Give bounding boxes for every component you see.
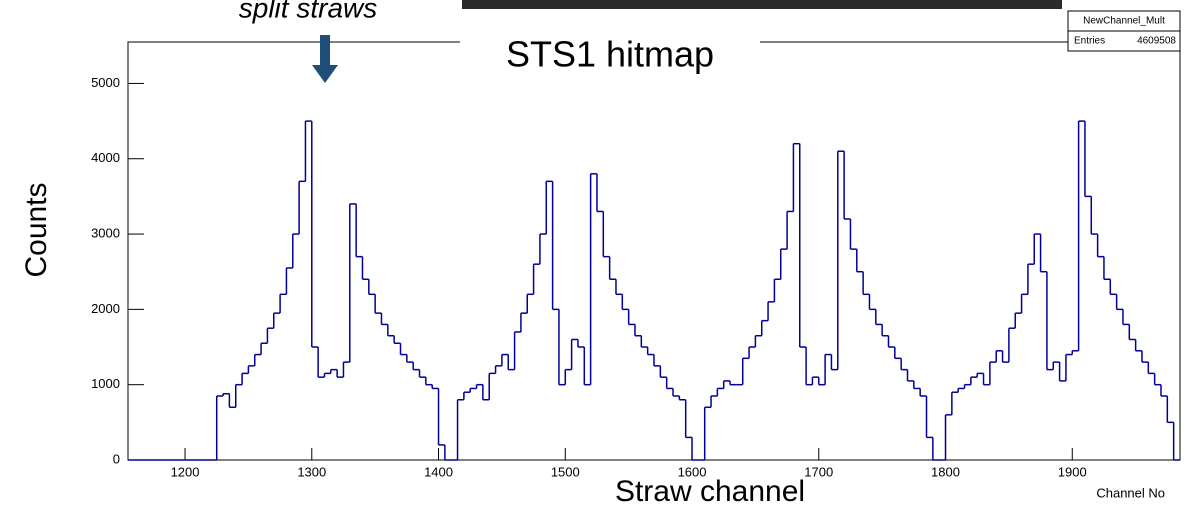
stats-name: NewChannel_Mult (1083, 16, 1165, 27)
annotation: split straws (239, 0, 377, 23)
annotation-arrow (312, 35, 338, 83)
stats-entries: 4609508 (1137, 36, 1176, 47)
y-tick-label: 0 (113, 451, 120, 466)
y-tick-label: 4000 (91, 150, 120, 165)
plot-frame (127, 41, 1181, 461)
plot-area: 1200 1300 1400 1500 1600 1700 1800 1900 0 1000 200… (91, 75, 1180, 479)
x-tick-label: 1700 (804, 464, 833, 479)
title-background (460, 36, 760, 76)
y-axis-label: Counts (20, 182, 53, 277)
y-tick-label: 1000 (91, 376, 120, 391)
y-tick-label: 5000 (91, 75, 120, 90)
stats-box: NewChannel_Mult Entries 4609508 (1067, 10, 1181, 52)
y-tick-label: 3000 (91, 225, 120, 240)
stats-entries-label: Entries (1074, 36, 1105, 47)
y-tick-label: 2000 (91, 301, 120, 316)
x-tick-label: 1600 (678, 464, 707, 479)
chart-title: STS1 hitmap (506, 34, 714, 75)
x-axis-label: Straw channel (615, 475, 805, 508)
x-tick-label: 1900 (1058, 464, 1087, 479)
photo-strip (462, 0, 1062, 9)
x-tick-label: 1300 (297, 464, 326, 479)
x-tick-label: 1200 (171, 464, 200, 479)
x-axis-caption: Channel No (1096, 485, 1165, 500)
x-tick-label: 1800 (931, 464, 960, 479)
x-tick-label: 1400 (424, 464, 453, 479)
x-tick-label: 1500 (551, 464, 580, 479)
